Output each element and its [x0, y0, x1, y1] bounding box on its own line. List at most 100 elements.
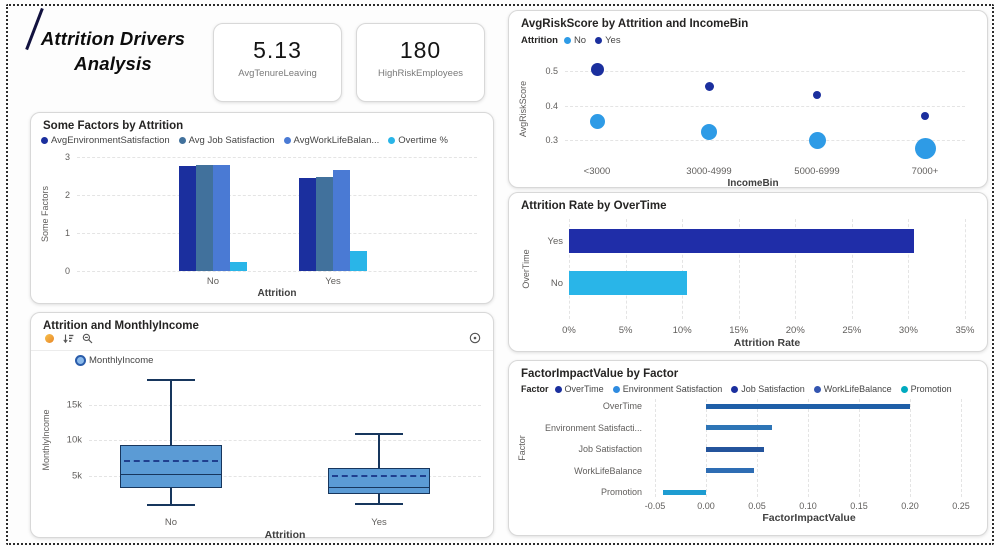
whisker-cap-low-no — [147, 503, 195, 506]
point-yes-5000-6999[interactable] — [813, 91, 821, 100]
page-title: Attrition Drivers Analysis — [40, 28, 186, 74]
point-yes-7000[interactable] — [921, 111, 929, 120]
x-tick-label: 0% — [562, 325, 576, 336]
spark-icon[interactable] — [43, 332, 55, 344]
legend-label: Overtime % — [398, 135, 448, 146]
card-factor-impact: FactorImpactValue by Factor Factor OverT… — [508, 360, 988, 536]
point-no-7000[interactable] — [914, 138, 936, 160]
x-tick-label: 35% — [955, 325, 975, 336]
legend: AvgEnvironmentSatisfaction Avg Job Satisf… — [41, 135, 457, 146]
legend-item-promotion[interactable]: Promotion — [900, 384, 952, 394]
bar-environment-satisfacti[interactable] — [706, 425, 773, 430]
gridline — [965, 219, 966, 319]
legend-item-yes[interactable]: Yes — [595, 35, 621, 46]
point-yes-3000[interactable] — [590, 62, 604, 76]
bar-worklifebalance[interactable] — [706, 468, 754, 473]
options-icon-glyph — [469, 332, 481, 344]
kpi-label: AvgTenureLeaving — [238, 68, 317, 79]
legend-label: Yes — [605, 35, 621, 46]
y-axis-title: Some Factors — [40, 185, 50, 243]
point-no-3000-4999[interactable] — [701, 123, 717, 140]
y-tick-label: 10k — [66, 434, 82, 446]
whisker-cap-high-no — [147, 378, 195, 381]
y-axis-title: MonthlyIncome — [41, 409, 51, 471]
zoom-out-icon-glyph — [82, 333, 92, 343]
legend-label: WorkLifeBalance — [823, 384, 892, 394]
y-tick-label: 1 — [64, 228, 70, 238]
y-tick-label: 2 — [64, 190, 70, 200]
point-no-3000[interactable] — [589, 113, 605, 129]
chart-title: Attrition and MonthlyIncome — [43, 320, 199, 332]
gridline — [908, 219, 910, 319]
legend: Attrition No Yes — [521, 35, 630, 46]
legend-item-overtime[interactable]: Overtime % — [388, 135, 448, 146]
bar-no-avgworklifebalan[interactable] — [213, 165, 230, 271]
gridline — [961, 399, 962, 497]
x-tick-label: 0.00 — [697, 501, 715, 511]
toolbar-divider — [31, 350, 493, 351]
x-tick-label: 7000+ — [911, 166, 939, 177]
legend-item-overtime[interactable]: OverTime — [554, 384, 604, 394]
legend-item-avgworklifebalan[interactable]: AvgWorkLifeBalan... — [283, 135, 379, 146]
gridline — [808, 399, 809, 497]
plot-area: 0.3 0.4 0.5 <3000 3000-4999 5000-6999 7000+ Inc… — [545, 57, 965, 189]
legend-title: Factor — [521, 384, 549, 394]
legend-item-environment-satisfaction[interactable]: Environment Satisfaction — [612, 384, 723, 394]
bar-overtime[interactable] — [706, 403, 910, 409]
card-some-factors: Some Factors by Attrition AvgEnvironment… — [30, 112, 494, 304]
bar-no[interactable] — [569, 271, 687, 295]
legend-dot — [563, 37, 571, 44]
bar-no-overtime[interactable] — [230, 262, 247, 271]
x-tick-label: 0.15 — [850, 501, 868, 511]
gridline — [89, 404, 481, 406]
sort-icon-glyph — [62, 334, 73, 343]
spark-icon-shape — [44, 333, 54, 343]
kpi-label: HighRiskEmployees — [377, 68, 463, 79]
median-line-yes — [329, 486, 429, 488]
bar-yes-avg-job-satisfaction[interactable] — [316, 177, 333, 271]
x-tick-label: 5% — [618, 325, 633, 336]
y-tick-label: 0.4 — [545, 100, 558, 111]
sort-icon[interactable] — [62, 332, 74, 344]
zoom-out-icon[interactable] — [81, 332, 93, 344]
card-avg-risk-score: AvgRiskScore by Attrition and IncomeBin … — [508, 10, 988, 189]
bar-yes[interactable] — [569, 229, 915, 253]
x-tick-label: 15% — [729, 325, 749, 336]
kpi-value: 5.13 — [253, 37, 302, 63]
kpi-card-high-risk: 180 HighRiskEmployees — [356, 23, 485, 102]
y-axis-title: OverTime — [521, 249, 531, 289]
box-yes[interactable] — [328, 468, 430, 494]
legend-item-worklifebalance[interactable]: WorkLifeBalance — [813, 384, 892, 394]
bar-no-avg-job-satisfaction[interactable] — [196, 165, 213, 271]
gridline — [89, 475, 481, 477]
bar-yes-overtime[interactable] — [350, 250, 367, 271]
plot-area: 0% 5% 10% 15% 20% 25% 30% 35% Attrition Rate — [562, 219, 975, 349]
y-tick-label: 0.5 — [545, 65, 558, 76]
bar-yes-avgworklifebalan[interactable] — [333, 169, 350, 271]
legend-dot — [41, 137, 48, 144]
legend-label: Environment Satisfaction — [622, 384, 723, 394]
y-tick-label: 15k — [66, 399, 82, 410]
legend-item-no[interactable]: No — [563, 35, 586, 46]
point-no-5000-6999[interactable] — [808, 131, 826, 149]
bar-yes-avgenvironmentsatisfaction[interactable] — [299, 177, 316, 271]
legend-item-monthlyincome[interactable]: MonthlyIncome — [75, 355, 153, 366]
legend-item-job-satisfaction[interactable]: Job Satisfaction — [731, 384, 805, 394]
legend-label: Job Satisfaction — [741, 384, 805, 394]
bar-promotion[interactable] — [663, 489, 706, 495]
legend-label: AvgEnvironmentSatisfaction — [51, 135, 170, 146]
legend-dot — [900, 385, 908, 393]
x-tick-label: 20% — [785, 325, 805, 336]
options-icon[interactable] — [469, 331, 481, 349]
legend-dot — [595, 37, 603, 44]
gridline — [738, 219, 740, 319]
legend-item-avg-job-satisfaction[interactable]: Avg Job Satisfaction — [178, 135, 275, 146]
bar-no-avgenvironmentsatisfaction[interactable] — [179, 165, 196, 271]
point-yes-3000-4999[interactable] — [704, 81, 714, 91]
bar-job-satisfaction[interactable] — [706, 446, 765, 452]
gridline — [77, 271, 477, 272]
chart-title: Some Factors by Attrition — [43, 120, 184, 132]
box-no[interactable] — [120, 444, 222, 489]
x-tick-label: 3000-4999 — [686, 166, 732, 177]
legend-item-avgenvironmentsatisfaction[interactable]: AvgEnvironmentSatisfaction — [41, 135, 170, 146]
